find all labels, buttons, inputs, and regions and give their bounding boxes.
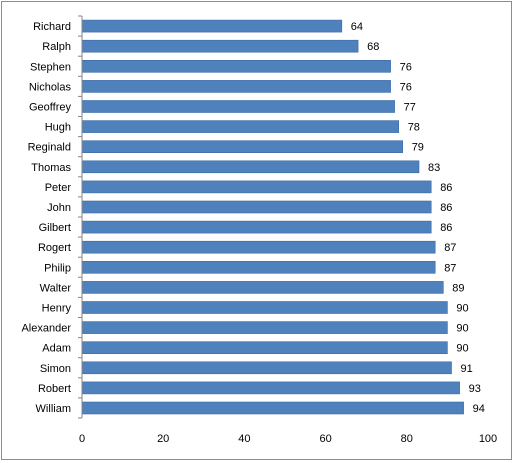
- x-tick-label-60: 60: [319, 433, 331, 445]
- x-tick-labels-group: 0 20 40 60 80 100: [79, 433, 497, 445]
- bar-stephen: [81, 59, 391, 73]
- category-label-reginald: Reginald: [28, 142, 71, 154]
- value-label-gilbert: 86: [440, 222, 452, 234]
- category-label-geoffrey: Geoffrey: [29, 102, 71, 114]
- value-label-richard: 64: [351, 21, 363, 33]
- category-label-gilbert: Gilbert: [39, 222, 71, 234]
- bar-henry: [81, 301, 448, 314]
- x-tick-label-100: 100: [479, 433, 497, 445]
- bar-richard: [81, 19, 343, 33]
- value-label-geoffrey: 77: [404, 102, 416, 114]
- value-label-adam: 90: [456, 343, 468, 355]
- value-label-john: 86: [440, 202, 452, 214]
- value-label-simon: 91: [461, 363, 473, 375]
- value-label-hugh: 78: [408, 122, 420, 134]
- x-tick-label-80: 80: [401, 433, 413, 445]
- category-label-rogert: Rogert: [38, 242, 71, 254]
- category-labels-group: Richard Ralph Stephen Nicholas Geoffrey Hugh R…: [21, 21, 71, 415]
- bar-gilbert: [81, 220, 432, 234]
- bar-geoffrey: [81, 100, 395, 113]
- category-label-peter: Peter: [45, 182, 72, 194]
- bar-hugh: [81, 120, 400, 133]
- value-label-alexander: 90: [456, 323, 468, 335]
- value-label-thomas: 83: [428, 162, 440, 174]
- value-label-ralph: 68: [367, 41, 379, 53]
- value-label-stephen: 76: [400, 61, 412, 73]
- bar-peter: [81, 180, 432, 194]
- category-label-hugh: Hugh: [45, 122, 71, 134]
- value-label-robert: 93: [469, 383, 481, 395]
- value-label-peter: 86: [440, 182, 452, 194]
- value-label-william: 94: [473, 403, 485, 415]
- category-label-richard: Richard: [33, 21, 71, 33]
- value-label-philip: 87: [444, 262, 456, 274]
- category-label-adam: Adam: [42, 343, 71, 355]
- bar-ralph: [81, 39, 359, 53]
- bars-group: [81, 19, 464, 415]
- value-label-nicholas: 76: [400, 81, 412, 93]
- category-label-thomas: Thomas: [31, 162, 71, 174]
- bar-philip: [81, 260, 436, 274]
- category-label-nicholas: Nicholas: [29, 81, 72, 93]
- bar-nicholas: [81, 80, 391, 93]
- category-label-alexander: Alexander: [21, 323, 71, 335]
- bar-john: [81, 200, 432, 214]
- value-label-henry: 90: [456, 303, 468, 315]
- value-label-reginald: 79: [412, 142, 424, 154]
- bar-adam: [81, 341, 448, 355]
- bar-rogert: [81, 240, 436, 254]
- x-tick-label-0: 0: [79, 433, 85, 445]
- bar-walter: [81, 281, 444, 294]
- bar-robert: [81, 381, 460, 395]
- category-label-walter: Walter: [40, 282, 72, 294]
- value-label-walter: 89: [452, 282, 464, 294]
- axes-group: [78, 15, 83, 419]
- bar-alexander: [81, 321, 448, 334]
- value-label-rogert: 87: [444, 242, 456, 254]
- category-label-henry: Henry: [42, 303, 72, 315]
- x-tick-label-40: 40: [238, 433, 250, 445]
- category-label-stephen: Stephen: [30, 61, 71, 73]
- bar-thomas: [81, 160, 420, 174]
- category-label-william: William: [36, 403, 71, 415]
- category-label-simon: Simon: [40, 363, 71, 375]
- category-label-john: John: [47, 202, 71, 214]
- x-tick-label-20: 20: [157, 433, 169, 445]
- category-label-ralph: Ralph: [42, 41, 71, 53]
- bar-simon: [81, 361, 452, 375]
- category-label-philip: Philip: [44, 262, 71, 274]
- category-label-robert: Robert: [38, 383, 71, 395]
- bar-reginald: [81, 140, 404, 153]
- bar-william: [81, 401, 464, 415]
